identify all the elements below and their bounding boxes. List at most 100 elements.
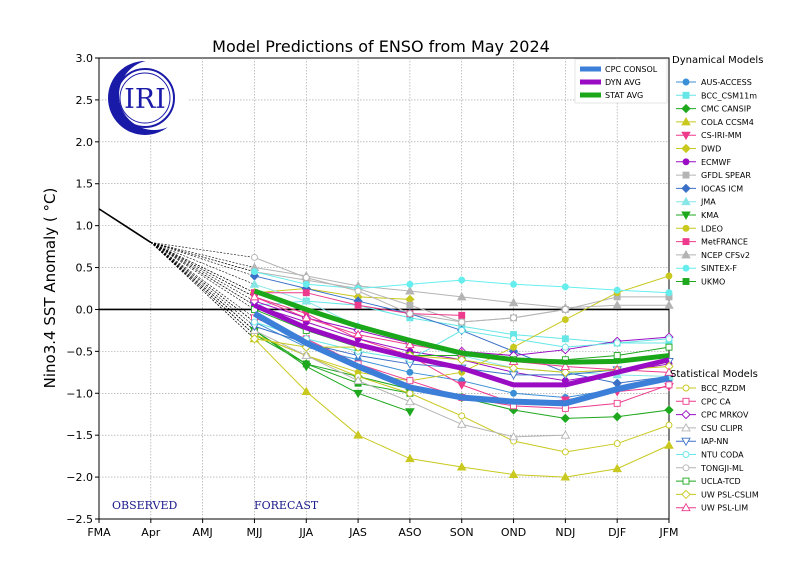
iri-logo: IRI <box>108 60 189 135</box>
y-tick-label: 3.0 <box>76 52 94 65</box>
x-tick-label: Apr <box>141 526 161 539</box>
y-axis-label: Nino3.4 SST Anomaly ( °C) <box>41 188 59 389</box>
data-point <box>560 430 571 439</box>
data-point <box>612 463 622 473</box>
data-point <box>508 297 519 307</box>
averages-legend: CPC CONSOL DYN AVG STAT AVG <box>574 58 668 104</box>
data-point <box>665 335 673 343</box>
legend-entry: UW PSL-LIM <box>676 502 748 513</box>
data-point <box>682 78 690 86</box>
data-point <box>456 291 467 301</box>
data-point <box>560 367 571 377</box>
data-point <box>456 462 467 471</box>
data-point <box>510 335 517 343</box>
legend-label: JMA <box>700 198 716 207</box>
legend-label: DWD <box>701 145 721 154</box>
chart-title: Model Predictions of ENSO from May 2024 <box>212 37 550 56</box>
y-tick-label: 2.0 <box>76 136 94 149</box>
legend-entry: TONGJI-ML <box>676 464 744 473</box>
legend-entry: DWD <box>676 143 721 154</box>
legend-label: UW PSL-LIM <box>701 504 748 513</box>
data-point <box>508 363 519 373</box>
legend-label: IOCAS ICM <box>701 184 743 193</box>
legend-label: CS-IRI-MM <box>701 131 742 140</box>
model-line <box>254 287 410 300</box>
y-tick-label: 1.5 <box>76 178 94 191</box>
data-point <box>613 286 621 294</box>
data-point <box>458 318 466 326</box>
data-point <box>249 279 260 288</box>
legend-label: CPC CONSOL <box>605 65 658 74</box>
x-tick-label: ASO <box>398 526 422 539</box>
data-point <box>681 143 691 154</box>
data-point <box>353 389 363 399</box>
data-point <box>613 399 621 407</box>
legend-label: CPC MRKOV <box>701 411 749 420</box>
data-point <box>354 287 362 295</box>
legend-label: STAT AVG <box>605 91 643 100</box>
legend-label: GFDL SPEAR <box>701 171 751 180</box>
data-point <box>405 453 415 463</box>
legend-entry: UW PSL-CSLIM <box>676 489 759 499</box>
legend-entry: UCLA-TCD <box>676 477 741 486</box>
legend-entry: SINTEX-F <box>676 264 737 273</box>
fan-line <box>150 242 255 323</box>
data-point <box>682 477 690 485</box>
legend-entry: BCC_CSM11m <box>676 91 757 100</box>
data-point <box>561 335 569 343</box>
plot-area <box>98 57 674 520</box>
plot-frame <box>98 57 670 520</box>
y-tick-label: 0.5 <box>76 262 94 275</box>
observed-line <box>98 208 152 244</box>
dynamical-legend: AUS-ACCESS BCC_CSM11m CMC CANSIP COLA CCSM4… <box>676 78 757 287</box>
data-point <box>406 310 414 318</box>
data-point <box>406 368 414 376</box>
legend-label: NCEP CFSv2 <box>701 251 750 260</box>
average-line <box>253 302 670 388</box>
y-tick-label: −1.0 <box>66 387 93 400</box>
fan-line <box>150 242 255 319</box>
data-point <box>682 224 690 232</box>
x-tick-label: NDJ <box>555 526 575 539</box>
legend-entry: NTU CODA <box>676 451 744 460</box>
model-series <box>251 268 673 297</box>
data-point <box>510 343 517 351</box>
data-point <box>681 103 691 114</box>
fan-line <box>150 242 255 277</box>
dynamical-legend-title: Dynamical Models <box>672 55 763 66</box>
statistical-legend-title: Statistical Models <box>670 369 758 380</box>
x-tick-label: JAS <box>348 526 367 539</box>
data-point <box>682 464 690 472</box>
y-tick-label: −0.5 <box>66 345 93 358</box>
data-point <box>458 412 466 420</box>
data-point <box>664 300 674 309</box>
fan-line <box>150 242 255 331</box>
model-line <box>254 329 411 413</box>
data-point <box>682 264 690 272</box>
data-point <box>664 405 674 415</box>
data-point <box>682 278 690 285</box>
data-point <box>354 301 362 309</box>
legend-label: SINTEX-F <box>701 264 737 273</box>
legend-label: UKMO <box>701 278 725 287</box>
data-point <box>613 440 621 448</box>
data-point <box>405 408 415 417</box>
data-point <box>681 249 691 259</box>
data-point <box>561 306 569 313</box>
data-point <box>406 377 414 385</box>
fan-line <box>150 242 255 273</box>
data-point <box>405 339 415 349</box>
data-point <box>405 286 415 295</box>
data-point <box>561 343 569 351</box>
data-point <box>510 314 517 322</box>
data-point <box>681 116 691 126</box>
data-point <box>682 171 690 179</box>
data-point <box>664 367 674 376</box>
data-point <box>612 412 622 422</box>
data-point <box>681 409 691 420</box>
data-point <box>301 312 312 322</box>
legend-label: UW PSL-CSLIM <box>701 490 759 499</box>
data-point <box>682 451 690 458</box>
data-point <box>458 326 466 334</box>
